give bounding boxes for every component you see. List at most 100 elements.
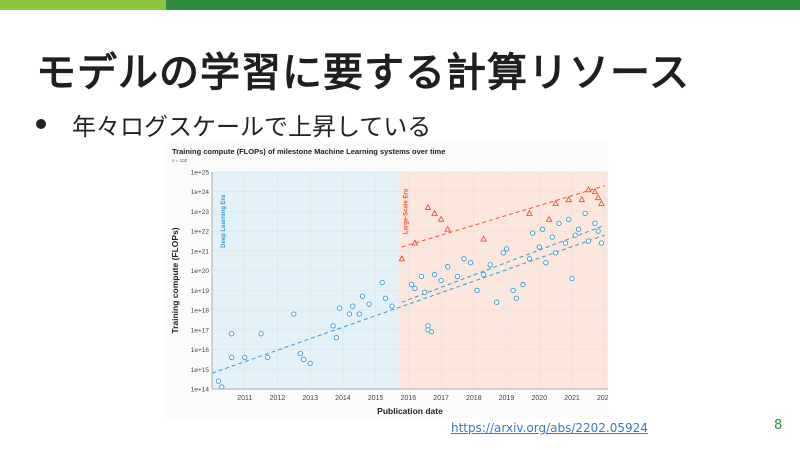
compute-chart-figure: 1e+14 1e+15 1e+16 1e+17 1e+18 1e+19 1e+20 1e+21… <box>164 142 608 418</box>
data-point <box>336 305 343 311</box>
y-tick-label: 1e+15 <box>191 367 210 374</box>
data-point <box>258 331 264 337</box>
x-tick-label: 2015 <box>368 395 384 402</box>
data-point <box>487 262 493 268</box>
data-point-triangle <box>480 235 487 242</box>
data-point <box>461 256 467 262</box>
data-point <box>536 244 542 250</box>
y-tick-label: 1e+22 <box>191 229 210 236</box>
data-point <box>595 228 601 234</box>
data-point <box>228 331 235 337</box>
data-point <box>530 230 536 236</box>
trend-line <box>401 185 605 248</box>
data-point <box>549 234 556 240</box>
x-tick-label: 2013 <box>302 395 318 402</box>
data-point <box>539 226 546 232</box>
data-point <box>366 301 372 307</box>
trend-line <box>401 224 605 303</box>
bullet-item: 年々ログスケールで上昇している <box>36 106 431 142</box>
data-point-triangle <box>444 225 451 232</box>
data-point <box>346 311 353 317</box>
trend-line <box>211 234 605 374</box>
era-region <box>212 172 399 389</box>
data-point <box>333 335 340 341</box>
accent-bar-light <box>0 0 166 10</box>
data-point <box>389 303 395 309</box>
data-point <box>566 216 572 222</box>
data-point <box>242 354 248 361</box>
data-point <box>556 220 562 226</box>
data-point-triangle <box>565 195 573 203</box>
data-point <box>297 350 304 357</box>
data-point <box>422 289 428 295</box>
y-tick-label: 1e+17 <box>191 327 210 334</box>
data-point-triangle <box>585 186 592 193</box>
data-point <box>428 329 434 335</box>
data-point <box>412 285 418 292</box>
data-point <box>503 246 510 252</box>
data-point <box>500 250 506 256</box>
reference-link[interactable]: https://arxiv.org/abs/2202.05924 <box>451 421 648 435</box>
data-point <box>379 279 385 286</box>
data-point <box>526 256 533 262</box>
data-point <box>513 295 520 301</box>
y-tick-label: 1e+24 <box>191 189 210 196</box>
data-point <box>291 311 297 317</box>
page-number: 8 <box>774 418 783 433</box>
x-axis-label: Publication date <box>377 406 443 416</box>
data-point <box>592 220 598 226</box>
bullet-text: 年々ログスケールで上昇している <box>72 112 432 141</box>
data-point <box>552 250 559 256</box>
region-label-large-scale: Large-Scale Era <box>404 188 410 234</box>
x-tick-label: 2017 <box>433 395 449 402</box>
data-point <box>219 384 225 390</box>
region-label-deep-learning: Deep Learning Era <box>221 194 227 248</box>
data-point <box>562 240 569 246</box>
slide-title: モデルの学習に要する計算リソース <box>36 50 690 96</box>
data-point <box>359 293 366 299</box>
data-point <box>480 271 487 278</box>
y-tick-label: 1e+21 <box>191 248 210 255</box>
data-point <box>582 210 588 217</box>
data-point-triangle <box>552 199 559 207</box>
bullet-dot-icon <box>36 119 46 129</box>
x-tick-label: 2021 <box>564 395 580 402</box>
data-point-triangle <box>598 199 605 207</box>
data-point <box>408 281 415 288</box>
x-tick-label: 2014 <box>335 395 351 402</box>
data-point-triangle <box>591 187 599 195</box>
data-point-triangle <box>398 255 406 262</box>
data-point <box>444 264 451 270</box>
data-point-triangle <box>594 193 602 201</box>
x-tick-label: 2018 <box>466 395 482 402</box>
data-point-triangle <box>437 215 445 222</box>
y-tick-label: 1e+16 <box>191 347 210 354</box>
data-point <box>264 354 271 361</box>
data-point <box>543 260 549 266</box>
x-tick-label: 2020 <box>531 395 547 402</box>
y-tick-label: 1e+14 <box>191 387 210 394</box>
data-point-triangle <box>411 239 419 246</box>
x-tick-label: 2011 <box>237 395 252 402</box>
data-point <box>438 277 444 284</box>
x-tick-label: 2016 <box>401 395 417 402</box>
data-point <box>454 273 461 280</box>
data-point <box>572 232 578 238</box>
compute-chart: 1e+14 1e+15 1e+16 1e+17 1e+18 1e+19 1e+20 1e+21… <box>164 142 608 418</box>
x-tick-label: 2019 <box>499 395 515 402</box>
data-point <box>474 287 480 294</box>
y-tick-label: 1e+23 <box>191 209 210 216</box>
data-point <box>494 299 500 305</box>
data-point <box>350 303 356 309</box>
data-point <box>598 240 605 246</box>
data-point <box>467 260 474 266</box>
data-point <box>418 273 425 280</box>
data-point <box>300 356 307 363</box>
y-tick-label: 1e+25 <box>191 170 210 177</box>
data-point <box>431 271 438 278</box>
data-point <box>307 360 313 367</box>
data-point-triangle <box>424 203 432 210</box>
data-point-triangle <box>545 215 553 222</box>
data-point <box>510 287 516 294</box>
era-region <box>398 172 608 389</box>
